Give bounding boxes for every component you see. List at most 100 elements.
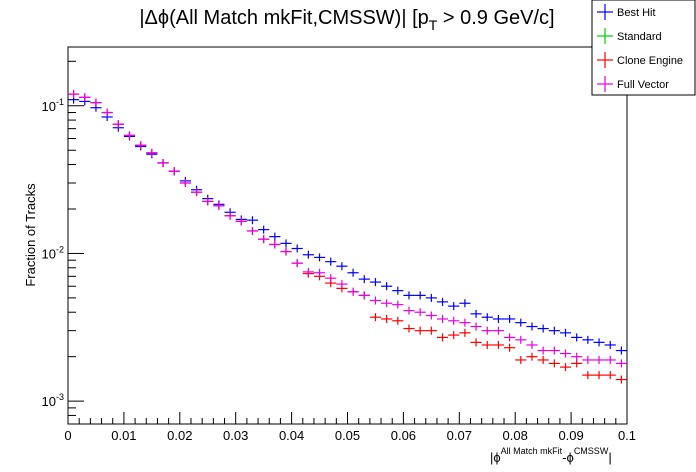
x-tick-label: 0.04 (279, 428, 304, 443)
data-point (448, 331, 460, 340)
data-point (291, 244, 303, 253)
data-point (302, 267, 314, 276)
data-point (123, 131, 136, 140)
data-point (459, 328, 471, 337)
data-point (571, 333, 583, 342)
data-point (258, 225, 270, 234)
data-point (515, 335, 527, 344)
data-point (90, 98, 102, 107)
data-point (593, 371, 605, 380)
data-point (548, 326, 560, 335)
data-point (459, 318, 471, 327)
series-clone-engine (68, 90, 627, 384)
data-point (425, 293, 437, 302)
chart-title-prefix: |Δϕ(All Match mkFit,CMSSW)| [p (139, 7, 428, 29)
data-point (302, 250, 314, 259)
data-point (481, 313, 493, 322)
data-point (582, 355, 594, 364)
data-point (112, 120, 124, 129)
legend-label: Best Hit (617, 7, 656, 19)
x-tick-label: 0.09 (558, 428, 583, 443)
plot-frame (67, 46, 628, 425)
data-point (381, 314, 393, 323)
data-point (526, 322, 538, 331)
data-point (559, 349, 572, 358)
legend-entries: Best Hit Standard Clone Engine Full Vector (597, 4, 683, 92)
chart-title: |Δϕ(All Match mkFit,CMSSW)| [pT > 0.9 Ge… (139, 7, 554, 33)
data-point (515, 318, 527, 327)
data-point (604, 371, 616, 380)
data-point (325, 274, 337, 283)
legend: Best Hit Standard Clone Engine Full Vector (591, 0, 696, 96)
data-point (470, 322, 482, 331)
x-tick-label: 0.01 (111, 428, 136, 443)
data-point (604, 355, 616, 364)
data-point (369, 296, 382, 305)
data-point (381, 282, 393, 291)
legend-entry: Standard (597, 28, 662, 44)
y-tick-label: 10-3 (42, 392, 64, 409)
data-point (526, 352, 538, 361)
data-point (325, 257, 337, 266)
data-point (135, 141, 147, 150)
x-axis-title-close: | (608, 450, 611, 465)
data-point (548, 359, 560, 368)
legend-label: Clone Engine (617, 55, 683, 67)
y-tick-label: 10-2 (42, 244, 64, 261)
data-point (179, 178, 191, 187)
y-axis: 10-1 10-2 10-3 (42, 60, 84, 425)
data-point (436, 333, 449, 342)
chart-title-suffix: > 0.9 GeV/c] (437, 7, 554, 29)
data-point (347, 287, 359, 296)
data-point (68, 90, 80, 99)
data-point (392, 300, 404, 309)
data-point (593, 355, 605, 364)
data-point (347, 268, 359, 277)
data-point (101, 108, 113, 117)
data-point (425, 326, 437, 335)
data-point (515, 355, 527, 364)
data-point (280, 247, 292, 256)
data-point (604, 340, 616, 349)
data-point (213, 201, 225, 210)
data-point (369, 313, 382, 322)
data-point (571, 359, 583, 368)
data-point (246, 216, 259, 225)
data-point (403, 291, 415, 300)
x-tick-label: 0.1 (618, 428, 636, 443)
data-point (615, 375, 627, 384)
data-point (448, 302, 460, 311)
data-point (313, 253, 326, 262)
legend-entry: Clone Engine (597, 52, 683, 68)
data-point (492, 314, 505, 323)
data-point (526, 340, 538, 349)
x-axis-title-open: |ϕ (490, 450, 501, 465)
data-point (403, 306, 415, 315)
y-axis-title: Fraction of Tracks (23, 183, 38, 287)
x-tick-label: 0.07 (447, 428, 472, 443)
data-point (481, 340, 493, 349)
data-point (615, 346, 627, 355)
data-point (537, 355, 549, 364)
data-point (202, 197, 214, 206)
legend-box (591, 0, 696, 96)
data-point (269, 240, 281, 249)
data-point (358, 291, 370, 300)
data-point (414, 326, 426, 335)
data-point (492, 340, 505, 349)
data-point (79, 93, 91, 102)
data-point (615, 359, 627, 368)
data-point (470, 338, 482, 347)
series-full-vector (68, 90, 627, 368)
data-point (582, 335, 594, 344)
data-point (436, 314, 449, 323)
x-tick-label: 0.05 (335, 428, 360, 443)
data-point (593, 338, 605, 347)
data-point (280, 239, 292, 248)
legend-label: Full Vector (617, 79, 669, 91)
legend-entry: Best Hit (597, 4, 656, 20)
data-point (414, 291, 426, 300)
data-point (582, 371, 594, 380)
data-point (481, 326, 493, 335)
